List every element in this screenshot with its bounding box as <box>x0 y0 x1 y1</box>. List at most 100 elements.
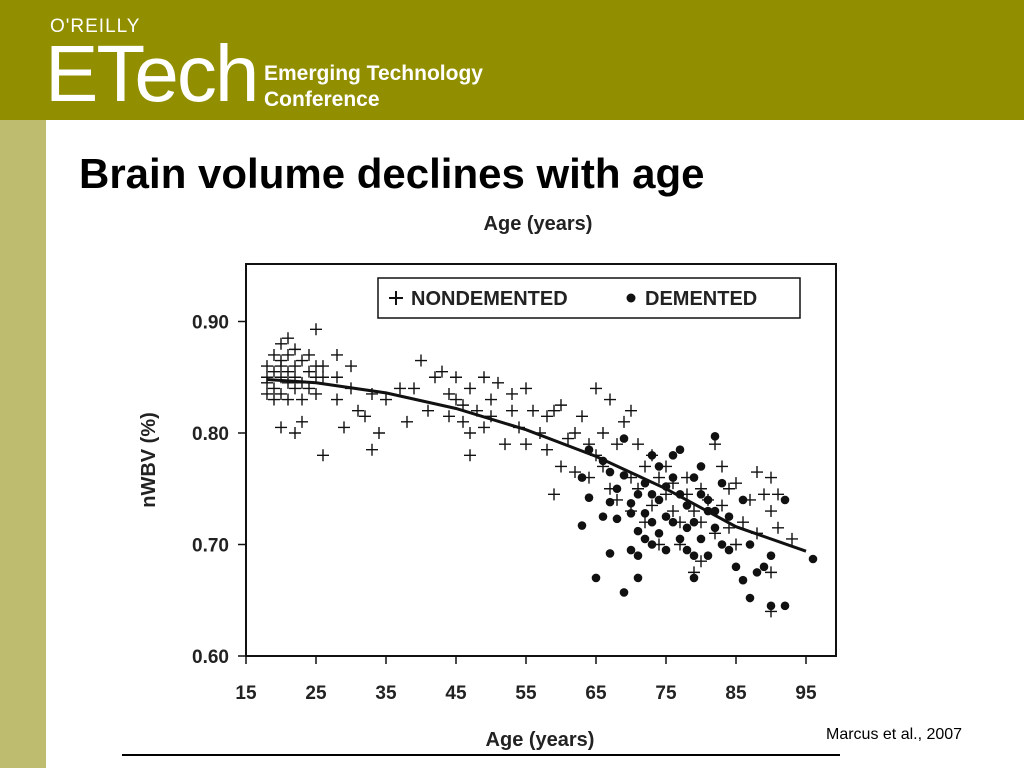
nondemented-point <box>604 393 616 406</box>
demented-point <box>647 540 657 549</box>
nondemented-point <box>569 466 581 479</box>
demented-point <box>654 529 664 538</box>
nondemented-point <box>597 427 609 439</box>
legend-plus-marker <box>389 291 403 305</box>
top-axis-title: Age (years) <box>484 213 593 235</box>
demented-point <box>605 497 615 507</box>
nondemented-point <box>415 354 427 367</box>
demented-point <box>577 521 587 530</box>
demented-point <box>584 493 594 502</box>
demented-point <box>668 451 678 460</box>
demented-point <box>745 540 755 549</box>
x-tick-label: 25 <box>305 683 327 704</box>
nondemented-point <box>317 360 329 373</box>
legend: NONDEMENTED DEMENTED <box>377 277 801 319</box>
nondemented-point <box>562 432 574 445</box>
demented-point <box>780 495 790 505</box>
demented-point <box>619 471 629 480</box>
demented-point <box>689 473 699 482</box>
demented-point <box>717 478 727 488</box>
nondemented-point <box>310 323 322 336</box>
conference-name-line1: Emerging Technology <box>264 62 483 85</box>
nondemented-point <box>639 460 651 473</box>
x-tick-label: 95 <box>795 683 817 704</box>
demented-point <box>612 484 622 494</box>
nondemented-point <box>695 555 707 568</box>
x-axis-ticks: 15 25 35 45 55 65 75 85 95 <box>235 656 817 704</box>
nondemented-point <box>758 488 770 501</box>
nondemented-point <box>541 410 553 423</box>
demented-point <box>731 562 741 572</box>
nondemented-point <box>303 365 315 378</box>
demented-point <box>654 495 664 505</box>
demented-point <box>724 545 734 555</box>
demented-point <box>661 512 671 521</box>
demented-point <box>605 467 615 477</box>
nondemented-point <box>485 393 497 406</box>
nondemented-point <box>548 488 560 501</box>
demented-point <box>633 526 643 536</box>
nondemented-point <box>737 516 749 529</box>
nondemented-point <box>646 499 658 512</box>
nondemented-point <box>716 460 728 473</box>
y-axis-ticks: 0.60 0.70 0.80 0.90 <box>192 313 246 668</box>
demented-point <box>640 534 650 544</box>
demented-point <box>682 501 692 510</box>
demented-point <box>626 545 636 555</box>
nondemented-point <box>261 360 273 373</box>
demented-point <box>724 512 734 521</box>
citation: Marcus et al., 2007 <box>826 726 963 743</box>
nondemented-point <box>366 443 378 456</box>
x-tick-label: 35 <box>375 683 397 704</box>
x-tick-label: 55 <box>515 683 537 704</box>
conference-header: O'REILLY ETech Emerging Technology Confe… <box>0 0 1024 120</box>
demented-point <box>654 462 664 471</box>
demented-point <box>808 554 818 564</box>
nondemented-point <box>478 371 490 384</box>
nondemented-point <box>289 343 301 356</box>
nondemented-point <box>723 482 735 495</box>
nondemented-point <box>716 499 728 512</box>
nondemented-point <box>730 477 742 490</box>
nondemented-point <box>464 382 476 395</box>
nondemented-point <box>317 371 329 384</box>
nondemented-point <box>282 365 294 378</box>
legend-label-demented: DEMENTED <box>645 288 757 310</box>
demented-point <box>689 573 699 583</box>
nondemented-point <box>464 449 476 462</box>
demented-point <box>717 540 727 549</box>
slide-title: Brain volume declines with age <box>79 150 705 197</box>
demented-point <box>647 517 657 527</box>
nondemented-point <box>443 387 455 400</box>
nondemented-point <box>317 449 329 462</box>
plot-frame <box>245 263 837 657</box>
nondemented-point <box>436 365 448 378</box>
demented-point <box>605 549 615 558</box>
demented-point <box>682 523 692 533</box>
nondemented-point <box>401 415 413 428</box>
demented-point <box>647 451 657 460</box>
nondemented-point <box>261 387 273 400</box>
y-axis-title: nWBV (%) <box>138 412 160 508</box>
demented-point <box>626 498 636 508</box>
nondemented-point <box>303 382 315 395</box>
etech-logo: ETech <box>45 29 259 118</box>
nondemented-point <box>506 387 518 400</box>
demented-point <box>633 490 643 499</box>
nondemented-point <box>520 382 532 395</box>
nondemented-point <box>331 393 343 406</box>
nondemented-point <box>289 360 301 373</box>
nondemented-point <box>569 427 581 439</box>
nondemented-point <box>275 360 287 373</box>
demented-point <box>668 517 678 527</box>
nondemented-point <box>289 427 301 439</box>
trend-line <box>266 378 807 553</box>
nondemented-point <box>772 521 784 534</box>
nondemented-point <box>359 410 371 423</box>
nondemented-point <box>751 466 763 479</box>
demented-point <box>696 534 706 544</box>
demented-point <box>689 551 699 560</box>
nondemented-point <box>268 365 280 378</box>
nondemented-point <box>632 438 644 451</box>
demented-point <box>780 601 790 611</box>
